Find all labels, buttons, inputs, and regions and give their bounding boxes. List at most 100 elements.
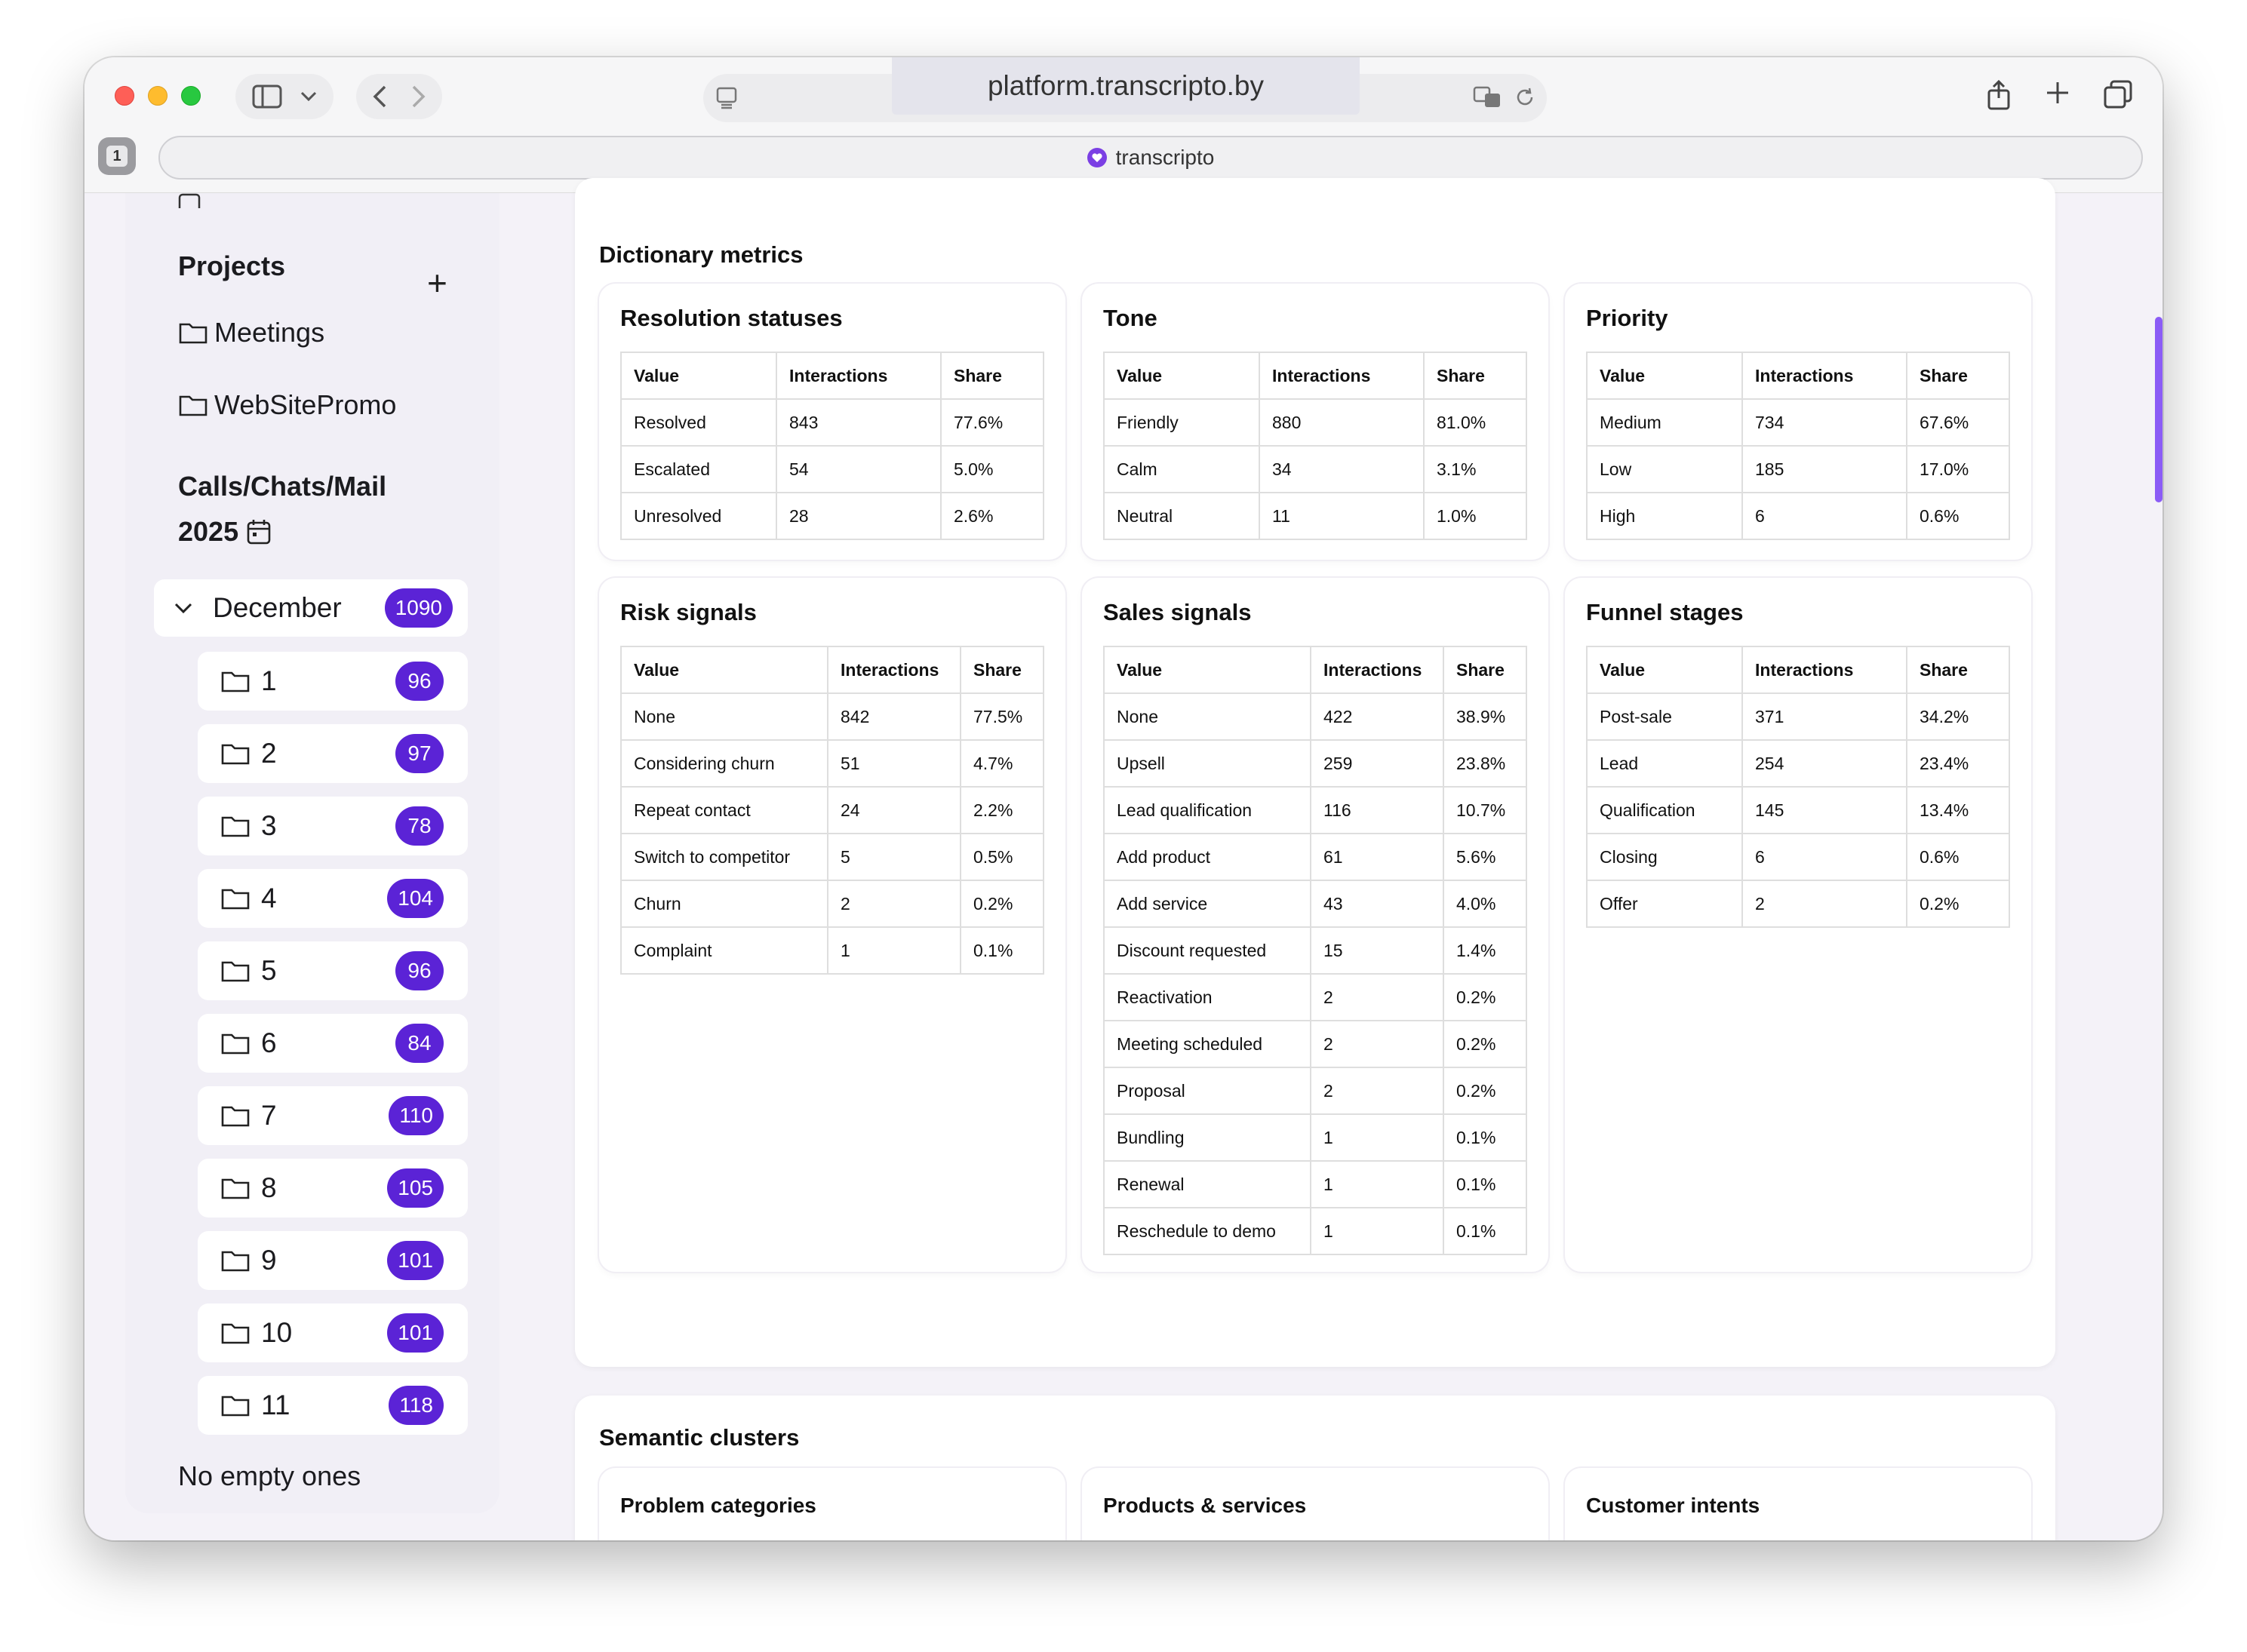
table-cell: 2 xyxy=(1310,1067,1444,1115)
day-item-6[interactable]: 6 84 xyxy=(198,1014,468,1073)
table-row: Complaint 1 0.1% xyxy=(620,926,1044,975)
day-item-1[interactable]: 1 96 xyxy=(198,652,468,711)
reload-icon[interactable] xyxy=(1514,86,1536,112)
table-row: None 842 77.5% xyxy=(620,692,1044,741)
metric-card: Resolution statuses Value Interactions Shar… xyxy=(599,284,1065,560)
share-icon[interactable] xyxy=(1986,79,2012,114)
table-cell: 0.1% xyxy=(1443,1207,1527,1255)
calendar-icon[interactable] xyxy=(246,518,272,545)
add-project-plus-icon[interactable]: + xyxy=(427,263,447,302)
day-item-2[interactable]: 2 97 xyxy=(198,724,468,783)
window-controls xyxy=(115,86,201,106)
table-cell: 5.0% xyxy=(940,445,1044,493)
table-header-row: Value Interactions Share xyxy=(1103,352,1527,400)
tab-overview-icon[interactable] xyxy=(2104,80,2132,114)
day-count-badge: 105 xyxy=(387,1168,444,1208)
month-december[interactable]: December 1090 xyxy=(154,579,468,637)
table-cell: 843 xyxy=(776,398,942,447)
sidebar-toggle-icon[interactable] xyxy=(252,84,282,109)
chevron-down-icon[interactable] xyxy=(300,91,317,102)
table-cell: 34 xyxy=(1259,445,1425,493)
day-label: 3 xyxy=(261,810,277,841)
cluster-card-title: Products & services xyxy=(1103,1494,1307,1517)
day-item-5[interactable]: 5 96 xyxy=(198,941,468,1000)
table-cell: Add product xyxy=(1103,833,1311,881)
column-header: Share xyxy=(940,352,1044,400)
column-header: Share xyxy=(1443,646,1527,694)
no-empty-ones-label: No empty ones xyxy=(178,1460,361,1491)
day-count-badge: 78 xyxy=(395,806,444,846)
project-item-meetings[interactable]: Meetings xyxy=(178,317,324,349)
table-cell: 23.8% xyxy=(1443,739,1527,788)
table-cell: Offer xyxy=(1586,880,1743,928)
url-text[interactable]: platform.transcripto.by xyxy=(892,57,1360,115)
active-tab[interactable]: transcripto xyxy=(158,136,2143,180)
table-cell: Switch to competitor xyxy=(620,833,828,881)
day-item-11[interactable]: 11 118 xyxy=(198,1376,468,1435)
reader-mode-icon[interactable] xyxy=(715,86,738,114)
close-window-button[interactable] xyxy=(115,86,134,106)
address-bar-actions xyxy=(1473,86,1536,112)
day-item-10[interactable]: 10 101 xyxy=(198,1303,468,1362)
table-row: Lead 254 23.4% xyxy=(1586,739,2010,788)
table-cell: Unresolved xyxy=(620,492,777,540)
day-label: 9 xyxy=(261,1245,277,1276)
metric-table: Value Interactions Share None 842 77.5% Consid… xyxy=(620,646,1044,975)
table-cell: Neutral xyxy=(1103,492,1260,540)
tab-group-count[interactable]: 1 xyxy=(98,137,136,175)
table-row: Unresolved 28 2.6% xyxy=(620,492,1044,540)
table-cell: 6 xyxy=(1741,492,1907,540)
project-item-websitepromo[interactable]: WebSitePromo xyxy=(178,389,396,421)
table-cell: Repeat contact xyxy=(620,786,828,834)
cluster-legend-item[interactable]: Delivery Problems 228 xyxy=(797,1539,1046,1540)
dictionary-metrics-title: Dictionary metrics xyxy=(599,241,804,268)
table-cell: 17.0% xyxy=(1906,445,2010,493)
table-row: Switch to competitor 5 0.5% xyxy=(620,833,1044,881)
table-cell: 0.1% xyxy=(1443,1160,1527,1208)
table-cell: 67.6% xyxy=(1906,398,2010,447)
table-cell: None xyxy=(1103,692,1311,741)
cluster-label: Online Orders and Marketplace Sales xyxy=(1313,1539,1479,1540)
table-cell: Complaint xyxy=(620,926,828,975)
table-cell: 1 xyxy=(827,926,961,975)
day-item-8[interactable]: 8 105 xyxy=(198,1159,468,1218)
table-row: Closing 6 0.6% xyxy=(1586,833,2010,881)
minimize-window-button[interactable] xyxy=(148,86,168,106)
table-cell: 1.4% xyxy=(1443,926,1527,975)
tab-title: transcripto xyxy=(1115,146,1215,169)
table-cell: Resolved xyxy=(620,398,777,447)
table-cell: 2 xyxy=(1310,1020,1444,1068)
table-cell: 116 xyxy=(1310,786,1444,834)
metric-card-title: Resolution statuses xyxy=(620,305,843,331)
day-item-4[interactable]: 4 104 xyxy=(198,869,468,928)
table-cell: 23.4% xyxy=(1906,739,2010,788)
day-label: 6 xyxy=(261,1027,277,1058)
table-header-row: Value Interactions Share xyxy=(1103,646,1527,694)
table-cell: Closing xyxy=(1586,833,1743,881)
back-arrow-icon[interactable] xyxy=(373,85,386,108)
cluster-legend-item[interactable]: Order Status and Tracking84 xyxy=(1763,1539,2012,1540)
forward-arrow-icon[interactable] xyxy=(412,85,426,108)
table-cell: 4.0% xyxy=(1443,880,1527,928)
translate-icon[interactable] xyxy=(1473,86,1502,112)
day-item-9[interactable]: 9 101 xyxy=(198,1231,468,1290)
folder-icon xyxy=(221,889,250,910)
day-item-3[interactable]: 3 78 xyxy=(198,797,468,855)
maximize-window-button[interactable] xyxy=(181,86,201,106)
page-scrollbar[interactable] xyxy=(2155,317,2162,502)
cluster-card-title: Customer intents xyxy=(1586,1494,1760,1517)
table-cell: 54 xyxy=(776,445,942,493)
day-label: 7 xyxy=(261,1100,277,1131)
day-item-7[interactable]: 7 110 xyxy=(198,1086,468,1145)
metric-card-title: Tone xyxy=(1103,305,1157,331)
new-tab-plus-icon[interactable] xyxy=(2045,80,2070,114)
column-header: Interactions xyxy=(776,352,942,400)
day-count-badge: 104 xyxy=(387,879,444,918)
folder-icon xyxy=(221,816,250,837)
chevron-down-icon[interactable] xyxy=(174,602,193,614)
folder-icon xyxy=(221,1106,250,1127)
table-cell: Churn xyxy=(620,880,828,928)
table-cell: 254 xyxy=(1741,739,1907,788)
table-cell: Meeting scheduled xyxy=(1103,1020,1311,1068)
cluster-legend-item[interactable]: Online Orders and Marketplace Sales609 xyxy=(1280,1539,1529,1540)
